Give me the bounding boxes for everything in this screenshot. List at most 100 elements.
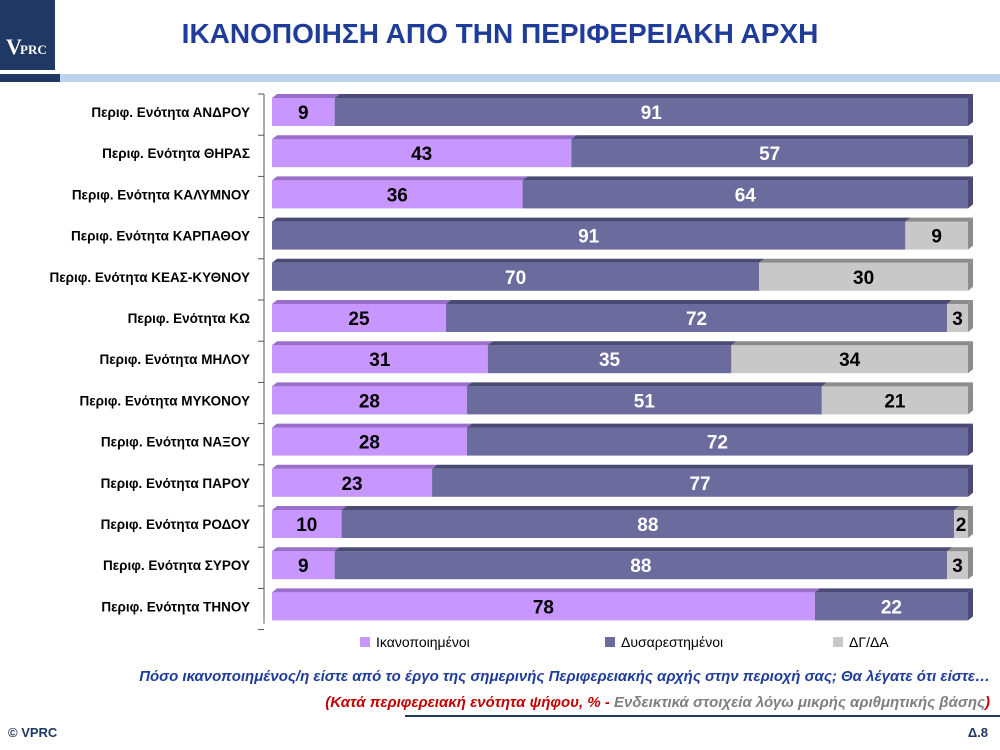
bar-segment (821, 386, 968, 415)
bar-segment (759, 262, 968, 291)
bar-segment (272, 180, 523, 209)
bar-segment (905, 221, 968, 250)
header-rule-light (60, 74, 1000, 82)
bar-side-face (968, 341, 973, 374)
bar-segment (947, 551, 968, 580)
bar-top-face (814, 588, 973, 593)
bar-top-face (272, 464, 438, 469)
bar-side-face (968, 300, 973, 332)
data-label: 34 (839, 350, 861, 371)
data-label: 36 (387, 185, 408, 206)
data-label: 88 (637, 515, 658, 536)
copyright: © VPRC (8, 725, 58, 740)
bar-top-face (272, 547, 340, 552)
bar-segment (522, 180, 968, 209)
bar-top-face (466, 423, 973, 428)
bar-top-face (272, 258, 765, 263)
note-gray: Ενδεικτικά στοιχεία λόγω μικρής αριθμητι… (614, 694, 985, 711)
data-label: 91 (641, 103, 663, 124)
data-label: 3 (952, 309, 963, 330)
bar-side-face (968, 588, 973, 621)
category-label: Περιφ. Ενότητα ΣΥΡΟΥ (103, 558, 250, 573)
bar-segment (272, 468, 433, 497)
category-label: Περιφ. Ενότητα ΜΗΛΟΥ (99, 352, 250, 367)
bar-segment (272, 262, 760, 291)
bar-segment (341, 510, 955, 538)
bar-segment (466, 427, 968, 456)
category-label: Περιφ. Ενότητα ΚΑΛΥΜΝΟΥ (72, 187, 250, 202)
bar-side-face (968, 464, 973, 497)
bar-segment (446, 304, 948, 332)
data-label: 9 (298, 103, 309, 124)
bar-segment (954, 510, 968, 538)
legend-swatch (605, 637, 615, 647)
legend-swatch (360, 637, 370, 647)
category-label: Περιφ. Ενότητα ΡΟΔΟΥ (101, 517, 250, 532)
bar-segment (272, 139, 572, 168)
bar-top-face (821, 382, 973, 387)
bar-top-face (272, 135, 577, 140)
note-open: (Κατά περιφερειακή ενότητα ψήφου, % - (325, 694, 614, 711)
bar-segment (272, 592, 815, 621)
bar-segment (272, 345, 488, 374)
page-number: Δ.8 (967, 725, 988, 740)
bar-top-face (522, 176, 973, 181)
data-label: 91 (578, 227, 600, 248)
data-label: 64 (735, 185, 757, 206)
survey-note: (Κατά περιφερειακή ενότητα ψήφου, % - Εν… (325, 694, 990, 711)
bar-top-face (571, 135, 973, 140)
bar-top-face (272, 506, 347, 510)
legend-label: Δυσαρεστημένοι (621, 634, 723, 650)
bar-side-face (968, 506, 973, 538)
bar-top-face (954, 506, 973, 510)
bar-segment (814, 592, 968, 621)
data-label: 30 (853, 268, 874, 289)
data-label: 2 (956, 515, 967, 536)
bar-side-face (968, 547, 973, 580)
bar-side-face (968, 176, 973, 209)
bar-top-face (272, 94, 340, 98)
category-label: Περιφ. Ενότητα ΤΗΝΟΥ (101, 599, 250, 614)
bar-side-face (968, 382, 973, 415)
category-label: Περιφ. Ενότητα ΠΑΡΟΥ (101, 476, 250, 491)
bar-top-face (432, 464, 974, 469)
page-title: ΙΚΑΝΟΠΟΙΗΣΗ ΑΠΟ ΤΗΝ ΠΕΡΙΦΕΡΕΙΑΚΗ ΑΡΧΗ (181, 18, 819, 49)
satisfaction-bar-chart: Περιφ. Ενότητα ΑΝΔΡΟΥ 9 91 Περιφ. Ενότητα Θ… (50, 93, 974, 650)
data-label: 10 (296, 515, 317, 536)
bar-segment (731, 345, 968, 374)
bar-top-face (731, 341, 973, 346)
data-label: 9 (298, 556, 309, 577)
legend-label: ΔΓ/ΔΑ (849, 634, 889, 650)
bar-top-face (272, 176, 528, 181)
data-label: 72 (686, 309, 707, 330)
legend-label: Ικανοποιημένοι (376, 634, 470, 650)
bar-top-face (341, 506, 960, 510)
bar-segment (272, 551, 335, 580)
data-label: 3 (952, 556, 963, 577)
bar-segment (272, 304, 446, 332)
bar-side-face (968, 423, 973, 456)
bar-side-face (968, 94, 973, 126)
bar-top-face (272, 217, 911, 222)
bar-side-face (968, 135, 973, 168)
survey-question: Πόσο ικανοποιημένος/η είστε από το έργο … (139, 668, 990, 685)
data-label: 21 (884, 391, 906, 412)
data-label: 57 (759, 144, 780, 165)
category-label: Περιφ. Ενότητα ΑΝΔΡΟΥ (91, 105, 250, 120)
bar-segment (272, 98, 335, 126)
category-label: Περιφ. Ενότητα ΚΕΑΣ-ΚΥΘΝΟΥ (50, 270, 251, 285)
bar-top-face (272, 382, 472, 387)
bar-segment (947, 304, 968, 332)
footer-rule (405, 715, 1000, 717)
note-close: ) (985, 694, 990, 711)
data-label: 70 (505, 268, 526, 289)
logo-prc: PRC (20, 42, 47, 57)
bar-top-face (334, 547, 953, 552)
category-label: Περιφ. Ενότητα ΚΑΡΠΑΘΟΥ (71, 229, 250, 244)
bar-segment (334, 551, 948, 580)
category-label: Περιφ. Ενότητα ΜΥΚΟΝΟΥ (79, 393, 250, 408)
legend-swatch (833, 637, 843, 647)
data-label: 25 (348, 309, 370, 330)
bar-segment (334, 98, 968, 126)
bar-segment (487, 345, 732, 374)
